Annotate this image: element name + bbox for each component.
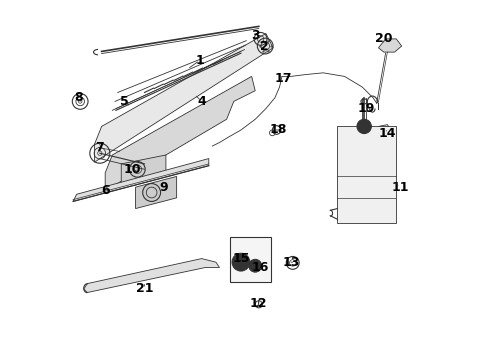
Text: 8: 8: [74, 91, 82, 104]
Polygon shape: [94, 33, 272, 162]
Text: 4: 4: [197, 95, 205, 108]
Text: 11: 11: [390, 181, 408, 194]
Text: 3: 3: [250, 29, 259, 42]
Text: 2: 2: [259, 40, 268, 53]
FancyBboxPatch shape: [337, 126, 395, 223]
Text: 16: 16: [251, 261, 269, 274]
Circle shape: [356, 119, 370, 134]
Text: 1: 1: [195, 54, 204, 67]
Circle shape: [248, 259, 261, 272]
Text: 15: 15: [232, 252, 249, 265]
Text: 9: 9: [160, 181, 168, 194]
FancyBboxPatch shape: [230, 237, 271, 282]
Polygon shape: [83, 258, 219, 293]
Polygon shape: [105, 76, 255, 191]
Text: 7: 7: [95, 141, 104, 154]
Polygon shape: [378, 39, 401, 52]
Polygon shape: [121, 155, 165, 185]
Text: 18: 18: [269, 123, 286, 136]
Text: 5: 5: [120, 95, 129, 108]
Circle shape: [231, 253, 249, 271]
Text: 19: 19: [357, 102, 374, 115]
Text: 12: 12: [249, 297, 267, 310]
Text: 21: 21: [136, 283, 153, 296]
Polygon shape: [135, 176, 176, 208]
Text: 6: 6: [101, 184, 109, 197]
Polygon shape: [372, 125, 390, 137]
Text: 17: 17: [274, 72, 292, 85]
Text: 14: 14: [378, 127, 395, 140]
Text: 13: 13: [282, 256, 299, 269]
Text: 10: 10: [123, 163, 141, 176]
Text: 20: 20: [374, 32, 392, 45]
Polygon shape: [73, 158, 208, 202]
